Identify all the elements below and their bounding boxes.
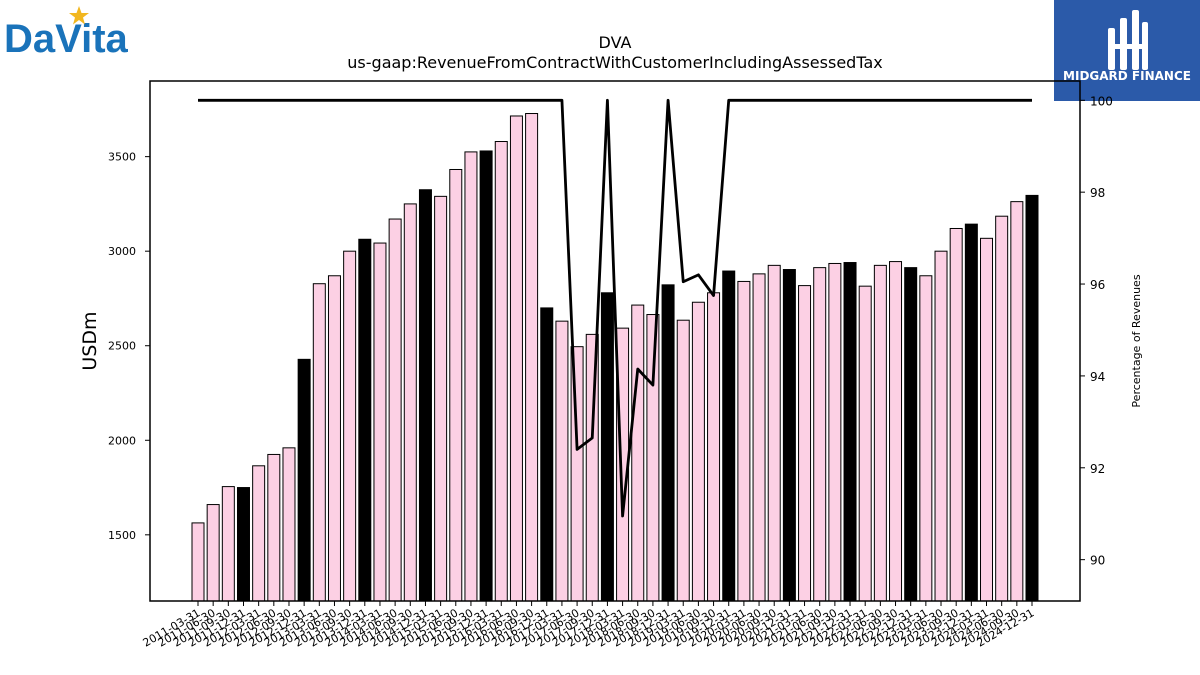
midgard-logo-text: MIDGARD FINANCE — [1063, 69, 1191, 83]
bar-2014-09-30 — [403, 203, 417, 602]
bar-2013-09-30 — [343, 250, 357, 602]
bar-2023-09-30 — [949, 227, 963, 602]
y2-tick-label: 100 — [1090, 94, 1113, 108]
bar-2017-03-31 — [555, 320, 569, 602]
y2-tick-label: 96 — [1090, 278, 1105, 292]
y2-axis-label: Percentage of Revenues — [1130, 274, 1143, 407]
bar-2011-06-30 — [206, 504, 220, 602]
y-tick-label: 3500 — [108, 151, 136, 164]
bar-2018-12-31 — [661, 284, 675, 602]
bar-2022-12-31 — [904, 267, 918, 602]
bar-2021-03-31 — [798, 285, 812, 602]
bar-2019-03-31 — [676, 319, 690, 602]
bar-2012-06-30 — [267, 453, 281, 602]
bar-2024-09-30 — [1010, 201, 1024, 602]
bar-2017-12-31 — [600, 292, 614, 602]
bar-2012-03-31 — [252, 465, 266, 602]
percentage-line — [198, 98, 1032, 518]
bar-2012-09-30 — [282, 447, 296, 602]
bar-2024-03-31 — [980, 237, 994, 602]
bar-2023-12-31 — [964, 223, 978, 602]
midgard-finance-logo: MIDGARD FINANCE — [1054, 0, 1200, 101]
bar-series — [191, 113, 1039, 602]
bar-2011-03-31 — [191, 522, 205, 602]
bar-2015-03-31 — [434, 195, 448, 602]
bar-2019-12-31 — [722, 270, 736, 602]
bar-2015-06-30 — [449, 168, 463, 602]
bar-2018-06-30 — [631, 304, 645, 602]
bar-2012-12-31 — [297, 358, 311, 602]
y-tick-label: 3000 — [108, 245, 136, 258]
bar-2011-09-30 — [221, 486, 235, 602]
davita-logo-text: DaVita — [4, 17, 129, 61]
bar-2020-09-30 — [767, 264, 781, 602]
bar-2013-06-30 — [327, 275, 341, 602]
bar-2015-12-31 — [479, 150, 493, 602]
bar-2024-06-30 — [995, 215, 1009, 602]
midgard-emblem-icon — [1108, 10, 1148, 70]
x-axis: 2011-03-312011-06-302011-09-302011-12-31… — [141, 601, 1037, 650]
bar-2016-12-31 — [540, 307, 554, 602]
y2-tick-label: 90 — [1090, 554, 1105, 568]
bar-2021-12-31 — [843, 262, 857, 602]
bar-2023-03-31 — [919, 275, 933, 602]
bar-2015-09-30 — [464, 151, 478, 602]
bar-2021-06-30 — [813, 267, 827, 602]
bar-2020-03-31 — [737, 280, 751, 602]
bar-2013-12-31 — [358, 238, 372, 602]
bar-2022-03-31 — [858, 285, 872, 602]
y-axis-right: 90 92 94 96 98 100 — [1080, 94, 1113, 568]
bar-2022-06-30 — [873, 264, 887, 602]
y2-tick-label: 98 — [1090, 186, 1105, 200]
percentage-line-series — [198, 98, 1032, 518]
bar-2014-12-31 — [418, 189, 432, 602]
bar-2021-09-30 — [828, 262, 842, 602]
bar-2020-12-31 — [782, 269, 796, 602]
bar-2020-06-30 — [752, 273, 766, 602]
davita-logo: DaVita — [2, 2, 142, 62]
bar-2016-06-30 — [509, 115, 523, 602]
bar-2014-06-30 — [388, 218, 402, 602]
y-axis-left: 1500 2000 2500 3000 3500 — [108, 151, 150, 542]
y-tick-label: 1500 — [108, 529, 136, 542]
star-icon — [69, 6, 89, 25]
y-axis-label: USDm — [79, 311, 101, 370]
y2-tick-label: 92 — [1090, 462, 1105, 476]
plot-frame — [149, 80, 1081, 602]
bar-2014-03-31 — [373, 242, 387, 602]
bar-2019-06-30 — [691, 301, 705, 602]
y-tick-label: 2000 — [108, 434, 136, 447]
bar-2023-06-30 — [934, 250, 948, 602]
bar-2022-09-30 — [889, 261, 903, 602]
bar-2016-09-30 — [525, 113, 539, 602]
chart-title: DVA — [599, 33, 632, 52]
chart-subtitle: us-gaap:RevenueFromContractWithCustomerI… — [347, 53, 882, 72]
bar-2016-03-31 — [494, 141, 508, 602]
bar-2013-03-31 — [312, 283, 326, 602]
bar-2019-09-30 — [707, 292, 721, 602]
bar-2011-12-31 — [236, 487, 250, 602]
y2-tick-label: 94 — [1090, 370, 1105, 384]
bar-2024-12-31 — [1025, 194, 1039, 602]
y-tick-label: 2500 — [108, 340, 136, 353]
bar-2018-09-30 — [646, 314, 660, 602]
